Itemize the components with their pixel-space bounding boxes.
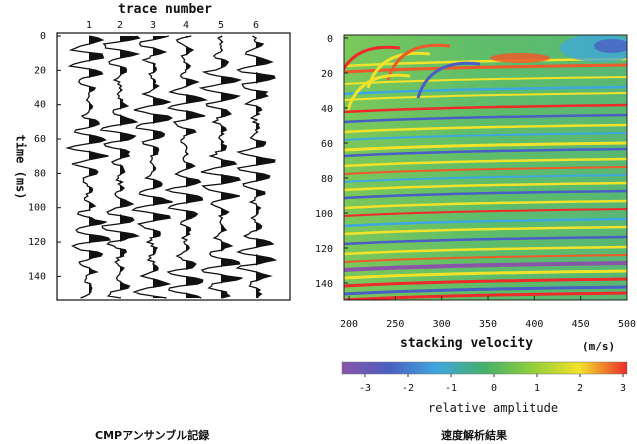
- time-ticks: 0 20 40 60 80 100 120 140: [28, 31, 61, 282]
- velocity-spectrum-time-label: 0: [327, 34, 333, 45]
- colorbar-label: relative amplitude: [428, 401, 559, 415]
- velocity-spectrum-event: [344, 189, 627, 200]
- seismic-trace: [235, 35, 278, 299]
- velocity-tick-label: 300: [433, 319, 451, 330]
- velocity-tick-label: 500: [618, 319, 636, 330]
- colorbar-tick-label: -1: [445, 383, 457, 394]
- velocity-spectrum-panel: [343, 34, 628, 301]
- stacking-velocity-label: stacking velocity: [400, 336, 534, 351]
- velocity-spectrum-event: [344, 132, 627, 141]
- amplitude-colorbar: [341, 361, 628, 375]
- velocity-spectrum-event: [344, 225, 627, 236]
- velocity-spectrum-event: [344, 285, 627, 296]
- velocity-spectrum-event: [344, 245, 627, 256]
- velocity-spectrum-events: [344, 35, 627, 300]
- velocity-spectrum-event: [344, 157, 627, 168]
- colorbar-tick-label: 3: [620, 383, 626, 394]
- trace-positive-fill: [221, 36, 243, 298]
- velocity-spectrum-event: [344, 235, 627, 246]
- trace-tick-label: 1: [86, 20, 92, 31]
- velocity-tick-label: 250: [386, 319, 404, 330]
- velocity-spectrum-time-label: 60: [321, 139, 333, 150]
- velocity-spectrum-event: [346, 73, 411, 111]
- seismic-traces: [65, 35, 278, 299]
- velocity-spectrum-event: [344, 147, 627, 158]
- velocity-spectrum-event: [344, 85, 627, 96]
- velocity-spectrum-event: [344, 174, 627, 183]
- trace-number-ticks: 1 2 3 4 5 6: [86, 20, 259, 31]
- velocity-tick-label: 350: [479, 319, 497, 330]
- trace-tick-label: 2: [117, 20, 123, 31]
- velocity-ticks: 200 250 300 350 400 450 500: [340, 296, 636, 330]
- velocity-spectrum-event: [344, 45, 401, 72]
- velocity-spectrum-event: [344, 199, 627, 210]
- velocity-spectrum-time-label: 140: [315, 279, 333, 290]
- colorbar-ticks: -3 -2 -1 0 1 2 3: [359, 374, 626, 394]
- colorbar-tick-label: -3: [359, 383, 371, 394]
- colorbar-tick-label: -2: [402, 383, 414, 394]
- time-tick-label: 60: [34, 134, 46, 145]
- velocity-spectrum-time-label: 40: [321, 104, 333, 115]
- time-tick-label: 120: [28, 237, 46, 248]
- velocity-spectrum-event: [344, 141, 627, 152]
- velocity-spectrum-event: [344, 103, 627, 114]
- colorbar-tick-label: 2: [577, 383, 583, 394]
- velocity-spectrum-event: [344, 217, 627, 228]
- time-tick-label: 40: [34, 100, 46, 111]
- velocity-spectrum-time-ticks: 0 20 40 60 80 100 120 140: [315, 34, 348, 290]
- trace-positive-fill: [89, 36, 110, 298]
- velocity-spectrum-time-label: 120: [315, 244, 333, 255]
- trace-positive-fill: [153, 36, 173, 298]
- seismic-trace: [198, 35, 243, 299]
- velocity-spectrum-event: [344, 291, 627, 300]
- velocity-spectrum-time-label: 20: [321, 69, 333, 80]
- trace-tick-label: 5: [218, 20, 224, 31]
- colorbar-tick-label: 0: [491, 383, 497, 394]
- velocity-spectrum-event: [344, 57, 627, 68]
- velocity-spectrum-event: [490, 53, 550, 63]
- colorbar-tick-label: 1: [534, 383, 540, 394]
- trace-positive-fill: [256, 36, 276, 298]
- trace-tick-label: 4: [183, 20, 189, 31]
- time-tick-label: 140: [28, 271, 46, 282]
- velocity-spectrum-event: [344, 261, 627, 272]
- velocity-analysis-caption: 速度解析結果: [441, 429, 507, 442]
- velocity-tick-label: 200: [340, 319, 358, 330]
- velocity-spectrum-time-label: 80: [321, 174, 333, 185]
- velocity-spectrum-event: [344, 254, 627, 263]
- velocity-unit-label: (m/s): [582, 340, 616, 353]
- trace-positive-fill: [186, 36, 206, 298]
- velocity-spectrum-event: [344, 166, 627, 175]
- trace-number-label: trace number: [118, 2, 212, 17]
- velocity-spectrum-event: [344, 123, 627, 134]
- velocity-spectrum-event: [344, 113, 627, 124]
- time-tick-label: 20: [34, 65, 46, 76]
- velocity-spectrum-event: [344, 277, 627, 288]
- velocity-spectrum-event: [386, 43, 451, 81]
- velocity-spectrum-event: [344, 92, 627, 101]
- time-tick-label: 80: [34, 168, 46, 179]
- time-tick-label: 100: [28, 203, 46, 214]
- trace-tick-label: 6: [253, 20, 259, 31]
- velocity-spectrum-event: [344, 181, 627, 192]
- velocity-spectrum-event: [416, 61, 481, 99]
- velocity-spectrum-event: [344, 269, 627, 280]
- velocity-spectrum-event: [344, 208, 627, 217]
- velocity-tick-label: 450: [572, 319, 590, 330]
- velocity-spectrum-frame: [343, 34, 628, 301]
- cmp-gather-panel: [56, 32, 291, 301]
- cmp-gather-caption: CMPアンサンブル記録: [95, 429, 210, 442]
- time-tick-label: 0: [40, 31, 46, 42]
- velocity-spectrum-event: [344, 63, 627, 74]
- velocity-spectrum-event: [594, 39, 627, 53]
- colorbar-gradient: [341, 361, 628, 375]
- velocity-spectrum-time-label: 100: [315, 209, 333, 220]
- velocity-tick-label: 400: [525, 319, 543, 330]
- trace-tick-label: 3: [150, 20, 156, 31]
